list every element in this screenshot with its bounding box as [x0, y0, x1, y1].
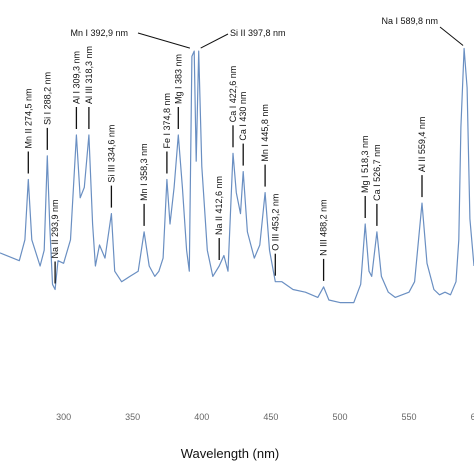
series-line-0	[0, 47, 474, 304]
peak-label: Mn II 274,5 nm	[23, 88, 33, 148]
callout-leader-line	[200, 33, 229, 49]
x-axis-ticks: 300 350 400 450 500 550 600	[56, 412, 474, 422]
series-layer	[0, 47, 474, 304]
peak-label: Mn I 445,8 nm	[260, 104, 270, 162]
x-tick-label: 550	[401, 412, 416, 422]
x-tick-label: 400	[194, 412, 209, 422]
peak-label: Ca I 422,6 nm	[228, 66, 238, 123]
peak-label: Si III 334,6 nm	[106, 125, 116, 183]
peak-label: Al II 559,4 nm	[417, 117, 427, 173]
x-axis-label: Wavelength (nm)	[181, 446, 280, 461]
peak-label: Mg I 518,3 nm	[360, 135, 370, 193]
x-tick-label: 600	[471, 412, 474, 422]
peak-label: Al III 318,3 nm	[84, 46, 94, 104]
peak-label: Na II 293,9 nm	[50, 199, 60, 258]
peak-label: O III 453,2 nm	[270, 194, 280, 251]
peak-label: Al I 309,3 nm	[71, 51, 81, 104]
peak-label: Si I 288,2 nm	[42, 72, 52, 125]
x-tick-label: 300	[56, 412, 71, 422]
peak-label: Fe I 374,8 nm	[162, 93, 172, 149]
callout-label: Mn I 392,9 nm	[70, 28, 128, 38]
peak-label: Ca I 526,7 nm	[372, 144, 382, 201]
callout-label: Si II 397,8 nm	[230, 28, 286, 38]
peak-label: Ca I 430 nm	[238, 92, 248, 141]
x-tick-label: 350	[125, 412, 140, 422]
x-tick-label: 500	[332, 412, 347, 422]
x-tick-label: 450	[263, 412, 278, 422]
peak-label: Na II 412,6 nm	[214, 176, 224, 235]
peak-label: Mg I 383 nm	[173, 54, 183, 104]
callout-label: Na I 589,8 nm	[381, 16, 438, 26]
peak-label: N III 488,2 nm	[319, 199, 329, 256]
annotation-layer: Mn II 274,5 nm Si I 288,2 nm Na II 293,9 n…	[23, 16, 464, 284]
peak-label: Mn I 358,3 nm	[139, 143, 149, 201]
callout-leader-line	[137, 32, 191, 49]
callout-leader-line	[439, 26, 464, 46]
